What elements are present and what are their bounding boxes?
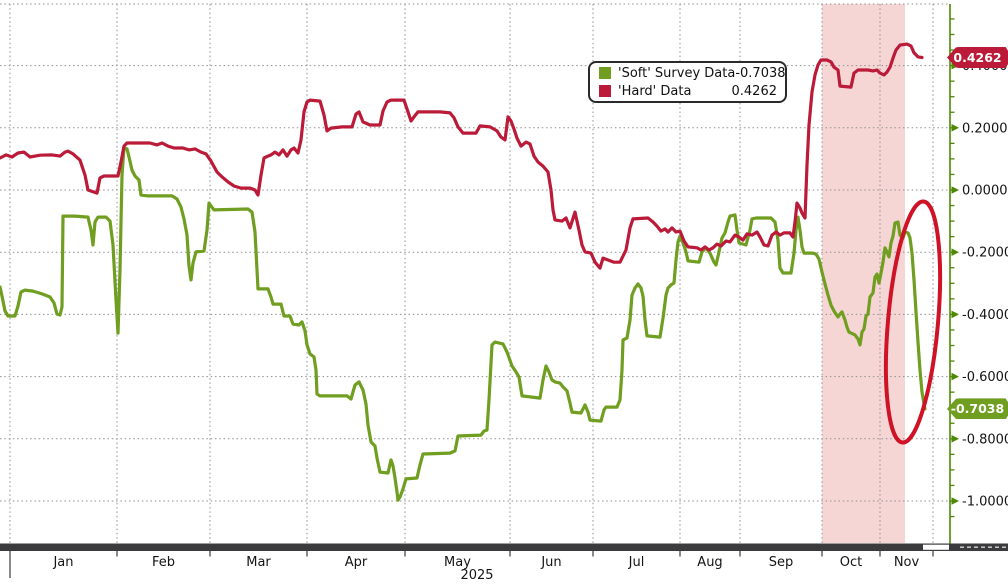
soft-last-value-badge: -0.7038 — [947, 398, 1008, 420]
legend-item-hard: 'Hard' Data 0.4262 — [599, 82, 777, 100]
y-axis-arrow-tick-icon — [951, 248, 959, 256]
legend-item-soft: 'Soft' Survey Data -0.7038 — [599, 64, 786, 82]
x-axis-month-label: May — [444, 555, 471, 570]
hard-series-swatch-icon — [599, 85, 611, 97]
hard-series-value: 0.4262 — [731, 83, 778, 99]
y-axis-label: 0.2000 — [962, 121, 1008, 136]
y-axis-arrow-tick-icon — [951, 372, 959, 381]
plunge-circle-annotation — [883, 199, 943, 445]
y-axis-label: -1.0000 — [962, 495, 1008, 510]
x-axis-bar — [0, 543, 1008, 551]
soft-series-value: -0.7038 — [735, 65, 786, 81]
x-axis-month-label: Sep — [769, 555, 794, 570]
y-axis-label: -0.2000 — [962, 246, 1008, 261]
y-axis-label: 0.0000 — [962, 184, 1008, 199]
y-axis-label: -0.8000 — [962, 432, 1008, 447]
highlight-band-october — [822, 4, 905, 543]
x-axis-month-label: Mar — [246, 555, 271, 570]
x-axis-month-label: Nov — [894, 555, 920, 570]
y-axis-arrow-tick-icon — [951, 124, 959, 132]
x-axis-month-label: Jun — [540, 555, 561, 570]
y-axis-arrow-tick-icon — [951, 497, 959, 505]
x-axis-month-label: Oct — [840, 555, 862, 570]
soft-survey-data-line — [0, 146, 927, 502]
x-axis-month-label: Jan — [52, 555, 73, 570]
x-axis-bar-notch — [923, 544, 949, 550]
soft-series-swatch-icon — [599, 67, 611, 79]
y-axis-arrow-tick-icon — [951, 310, 959, 319]
legend-box: 'Soft' Survey Data -0.7038 'Hard' Data 0… — [588, 61, 787, 103]
y-axis-arrow-tick-icon — [951, 435, 959, 443]
hard-last-value-badge: 0.4262 — [947, 46, 1008, 68]
y-axis-label: -0.4000 — [962, 308, 1008, 323]
x-axis-year-label: 2025 — [460, 568, 493, 583]
y-axis-arrow-tick-icon — [951, 186, 959, 194]
hard-series-label: 'Hard' Data — [618, 83, 692, 99]
x-axis-month-label: Feb — [152, 555, 175, 570]
y-axis-label: -0.6000 — [962, 370, 1008, 385]
x-axis-month-label: Apr — [345, 555, 368, 570]
x-axis-month-label: Aug — [697, 555, 722, 570]
x-axis-month-label: Jul — [628, 555, 645, 570]
soft-series-label: 'Soft' Survey Data — [618, 65, 736, 81]
hard-data-line — [0, 42, 924, 270]
